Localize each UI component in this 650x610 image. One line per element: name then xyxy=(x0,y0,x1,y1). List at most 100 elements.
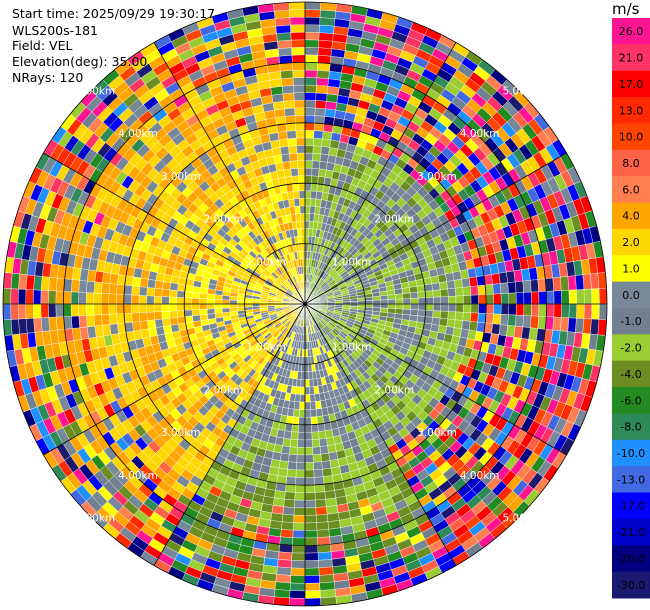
velocity-gate xyxy=(296,152,306,161)
velocity-gate xyxy=(424,283,433,292)
velocity-gate xyxy=(304,115,316,124)
velocity-gate xyxy=(478,303,487,314)
velocity-gate xyxy=(40,276,50,291)
colorbar-tick-label: 13.0 xyxy=(619,104,644,117)
velocity-gate xyxy=(279,146,290,156)
velocity-gate xyxy=(500,314,509,326)
velocity-gate xyxy=(300,386,306,395)
velocity-gate xyxy=(440,310,449,320)
velocity-gate xyxy=(506,325,516,338)
velocity-gate xyxy=(304,160,313,169)
velocity-gate xyxy=(101,293,110,305)
velocity-gate xyxy=(433,303,442,312)
velocity-gate xyxy=(176,310,186,318)
velocity-gate xyxy=(206,303,215,310)
velocity-gate xyxy=(319,581,336,591)
velocity-gate xyxy=(446,280,456,290)
velocity-gate xyxy=(546,303,555,318)
velocity-gate xyxy=(296,447,306,456)
velocity-gate xyxy=(10,288,19,305)
velocity-gate xyxy=(289,16,306,26)
velocity-gate xyxy=(304,77,318,86)
velocity-gate xyxy=(176,290,186,298)
range-label: 5.00km xyxy=(503,85,543,97)
velocity-gate xyxy=(304,220,310,229)
velocity-gate xyxy=(191,309,201,316)
velocity-gate xyxy=(284,491,296,501)
velocity-gate xyxy=(319,574,335,584)
velocity-gate xyxy=(176,303,185,311)
velocity-gate xyxy=(447,288,456,297)
velocity-gate xyxy=(284,176,293,185)
velocity-gate xyxy=(365,303,374,308)
velocity-gate xyxy=(184,297,193,305)
colorbar-tick-label: 6.0 xyxy=(622,183,640,196)
velocity-gate xyxy=(274,490,286,500)
velocity-gate xyxy=(409,286,418,294)
velocity-gate xyxy=(309,386,315,395)
velocity-gate xyxy=(500,303,510,315)
velocity-gate xyxy=(138,312,148,322)
velocity-gate xyxy=(2,303,12,320)
velocity-gate xyxy=(33,317,43,333)
velocity-gate xyxy=(380,303,389,309)
range-label: 5.00km xyxy=(503,513,543,525)
velocity-gate xyxy=(313,122,325,132)
velocity-gate xyxy=(395,303,404,310)
velocity-gate xyxy=(162,281,172,290)
velocity-gate xyxy=(221,303,230,309)
velocity-gate xyxy=(276,32,292,42)
velocity-gate xyxy=(326,436,336,446)
velocity-gate xyxy=(312,454,322,463)
velocity-gate xyxy=(598,303,608,320)
velocity-gate xyxy=(236,303,245,308)
velocity-gate xyxy=(108,293,117,305)
velocity-gate xyxy=(298,183,306,192)
velocity-gate xyxy=(123,303,132,314)
velocity-gate xyxy=(304,492,316,501)
velocity-gate xyxy=(18,318,28,335)
velocity-gate xyxy=(304,401,311,410)
velocity-gate xyxy=(545,277,554,292)
velocity-gate xyxy=(147,278,157,289)
colorbar-tick-label: 1.0 xyxy=(622,262,640,275)
velocity-gate xyxy=(289,582,306,592)
velocity-gate xyxy=(312,446,321,455)
velocity-gate xyxy=(324,490,336,500)
colorbar-tick-label: -2.0 xyxy=(620,342,641,355)
velocity-gate xyxy=(300,213,306,222)
velocity-gate xyxy=(304,575,320,584)
velocity-gate xyxy=(560,317,570,332)
velocity-gate xyxy=(93,314,103,327)
velocity-gate xyxy=(515,280,524,294)
velocity-gate xyxy=(280,529,294,538)
velocity-gate xyxy=(318,32,334,42)
velocity-gate xyxy=(304,552,319,561)
velocity-gate xyxy=(301,243,306,252)
velocity-gate xyxy=(546,290,555,305)
velocity-gate xyxy=(123,294,132,305)
velocity-gate xyxy=(296,220,302,230)
velocity-gate xyxy=(48,316,58,331)
velocity-gate xyxy=(284,107,296,117)
velocity-gate xyxy=(300,379,306,388)
velocity-gate xyxy=(583,303,593,320)
velocity-gate xyxy=(25,289,34,305)
velocity-gate xyxy=(316,529,330,538)
velocity-gate xyxy=(304,507,317,516)
velocity-gate xyxy=(552,277,562,292)
velocity-gate xyxy=(285,484,296,493)
velocity-gate xyxy=(85,303,95,316)
velocity-gate xyxy=(308,378,314,388)
velocity-gate xyxy=(304,183,312,192)
velocity-gate xyxy=(310,183,318,192)
velocity-gate xyxy=(575,318,585,334)
velocity-gate xyxy=(123,284,133,296)
velocity-gate xyxy=(283,430,292,440)
velocity-gate xyxy=(372,299,381,305)
velocity-gate xyxy=(304,24,320,33)
velocity-gate xyxy=(131,303,140,314)
velocity-gate xyxy=(161,288,170,298)
velocity-gate xyxy=(304,499,316,509)
velocity-gate xyxy=(278,460,289,470)
